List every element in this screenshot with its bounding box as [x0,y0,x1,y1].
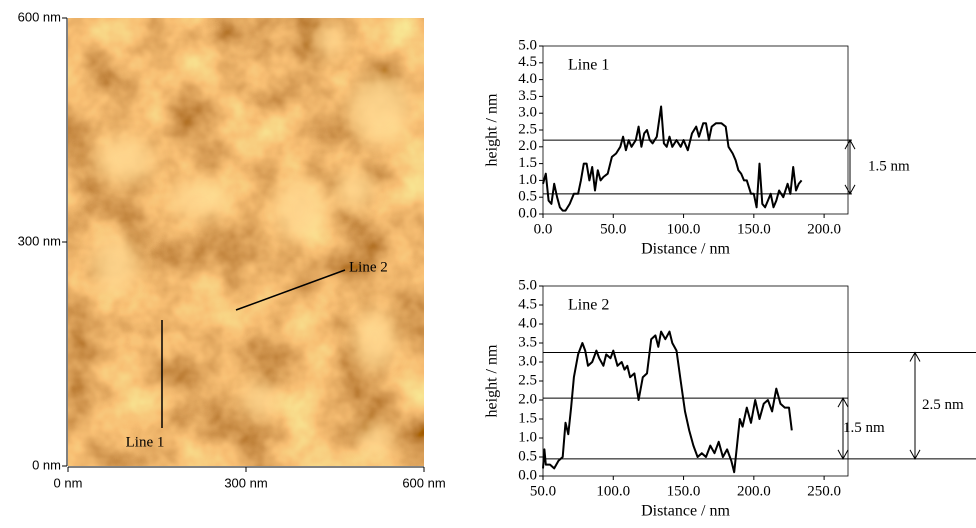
chart-label: Line 1 [568,57,609,74]
y-tick-label: 4.0 [518,315,537,331]
annotation: 1.5 nm [843,420,885,436]
x-tick-label: 100.0 [667,221,701,237]
x-tick-label: 50.0 [530,483,556,499]
y-tick-label: 0.0 [518,205,537,221]
annotation: 1.5 nm [868,158,910,174]
x-axis-label: Distance / nm [641,241,730,258]
arrow-head [909,449,921,460]
y-tick-label: 0 nm [32,457,61,472]
x-tick-label: 150.0 [667,483,701,499]
y-tick-label: 3.0 [518,105,537,121]
y-tick-label: 5.0 [518,277,537,293]
x-tick-label: 50.0 [600,221,626,237]
annotation: 2.5 nm [922,397,964,413]
x-tick-label: 150.0 [737,221,771,237]
y-tick-label: 1.5 [518,155,537,171]
y-tick-label: 600 nm [18,9,61,24]
afm-grains [93,25,410,456]
x-tick-label: 0 nm [54,475,83,490]
y-tick-label: 1.0 [518,429,537,445]
y-tick-label: 1.5 [518,410,537,426]
y-tick-label: 3.5 [518,334,537,350]
plot-frame [542,285,849,477]
annotation: Line 2 [349,259,388,275]
y-tick-label: 1.0 [518,172,537,188]
x-tick-label: 250.0 [807,483,841,499]
arrow-head [844,184,856,195]
x-tick-label: 100.0 [596,483,630,499]
profile-line-2 [235,269,346,311]
y-tick-label: 4.5 [518,296,537,312]
afm-image [68,18,424,466]
y-tick-label: 4.0 [518,71,537,87]
arrow-head [837,397,849,408]
y-tick-label: 3.0 [518,353,537,369]
y-axis-label: height / nm [484,344,501,417]
y-tick-label: 2.0 [518,391,537,407]
arrow-head [837,449,849,460]
chart-label: Line 2 [568,297,609,314]
y-tick-label: 0.5 [518,189,537,205]
x-tick-label: 0.0 [534,221,553,237]
y-tick-label: 3.5 [518,88,537,104]
y-tick-label: 4.5 [518,54,537,70]
y-tick-label: 2.0 [518,138,537,154]
y-tick-label: 0.0 [518,467,537,483]
y-axis-label: height / nm [484,93,501,166]
y-tick-label: 300 nm [18,233,61,248]
y-tick-label: 2.5 [518,121,537,137]
annotation: Line 1 [126,434,165,450]
y-tick-label: 0.5 [518,448,537,464]
y-tick-label: 2.5 [518,372,537,388]
profile [542,105,803,212]
x-tick-label: 200.0 [737,483,771,499]
arrow-head [844,139,856,150]
x-tick-label: 600 nm [402,475,445,490]
y-tick-label: 5.0 [518,37,537,53]
profile [542,330,793,474]
x-tick-label: 300 nm [224,475,267,490]
arrow-head [909,351,921,362]
x-axis-label: Distance / nm [641,503,730,520]
x-tick-label: 200.0 [807,221,841,237]
